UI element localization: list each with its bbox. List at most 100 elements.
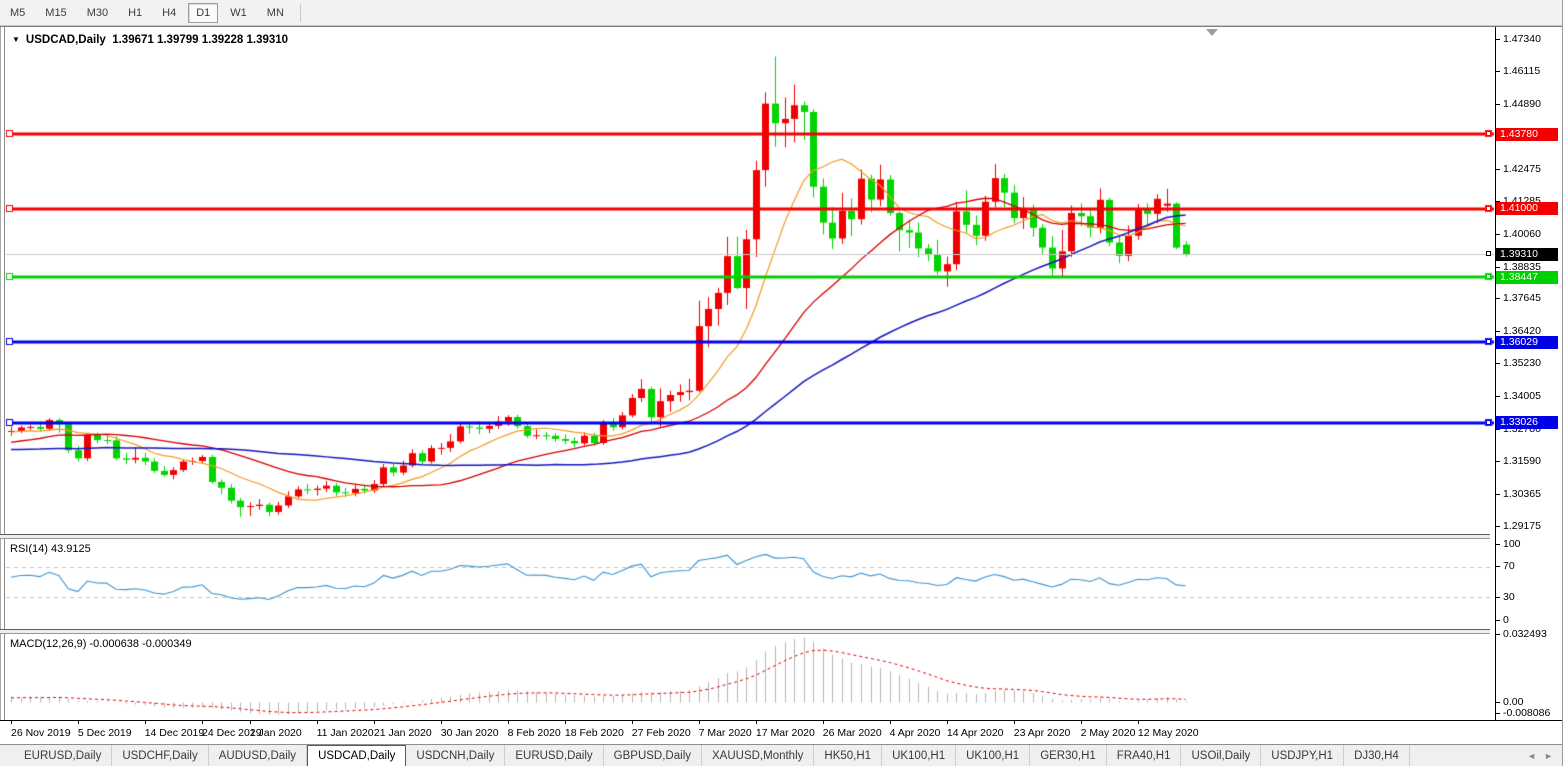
price-axis-tickmark <box>1496 363 1500 365</box>
chart-tab-bar: EURUSD,Daily USDCHF,Daily AUDUSD,Daily USDC… <box>0 744 1562 766</box>
price-axis-tick: 1.34005 <box>1503 390 1541 402</box>
tab-scroll-right-icon[interactable]: ► <box>1544 750 1553 761</box>
macd-indicator-label: MACD(12,26,9) -0.000638 -0.000349 <box>10 638 192 650</box>
rsi-axis-tick: 0 <box>1503 613 1509 626</box>
timeframe-button-m30[interactable]: M30 <box>86 6 109 19</box>
chart-tab-eurusd-daily[interactable]: EURUSD,Daily <box>14 745 113 766</box>
window-left-frame <box>0 27 5 744</box>
price-axis-tick: 1.40060 <box>1503 227 1541 240</box>
macd-axis-tick: -0.008086 <box>1503 706 1551 719</box>
date-axis-tick: 17 Mar 2020 <box>755 727 815 739</box>
date-axis-tickmark <box>1013 721 1015 724</box>
chart-tab-uk100-h1[interactable]: UK100,H1 <box>956 745 1031 766</box>
timeframe-toolbar: M5 M15 M30 H1 H4 D1 W1 MN <box>0 0 1562 26</box>
chart-title-symbol: USDCAD,Daily <box>25 34 106 46</box>
price-axis-tickmark <box>1496 493 1500 495</box>
price-axis-tickmark <box>1496 168 1500 170</box>
pane-separator-macd[interactable] <box>0 629 1490 634</box>
chart-tab-hk50-h1[interactable]: HK50,H1 <box>814 745 883 766</box>
rsi-axis-tickmark <box>1496 543 1500 545</box>
chart-canvas[interactable] <box>5 27 1495 720</box>
chart-tab-audusd-daily[interactable]: AUDUSD,Daily <box>209 745 308 766</box>
timeframe-button-h4[interactable]: H4 <box>162 6 177 19</box>
pane-separator-rsi[interactable] <box>0 534 1490 539</box>
price-axis-tickmark <box>1496 233 1500 235</box>
hline-end-marker <box>1486 274 1491 280</box>
timeframe-button-h1[interactable]: H1 <box>128 6 143 19</box>
date-axis[interactable]: 26 Nov 2019 5 Dec 2019 14 Dec 2019 24 Dec 2… <box>0 720 1562 744</box>
date-axis-tickmark <box>77 721 79 724</box>
date-axis-tick: 8 Feb 2020 <box>507 727 561 739</box>
chart-tab-usdcad-daily[interactable]: USDCAD,Daily <box>307 745 407 766</box>
date-axis-tick: 23 Apr 2020 <box>1013 727 1071 739</box>
date-axis-tick: 26 Mar 2020 <box>822 727 882 739</box>
date-axis-tickmark <box>631 721 633 724</box>
hline-end-marker <box>1486 251 1491 257</box>
price-axis-tickmark <box>1496 104 1500 106</box>
date-axis-tickmark <box>946 721 948 724</box>
date-axis-tick: 21 Jan 2020 <box>373 727 432 739</box>
price-axis-tickmark <box>1496 266 1500 268</box>
chart-tab-usdjpy-h1[interactable]: USDJPY,H1 <box>1261 745 1345 766</box>
date-axis-tickmark <box>144 721 146 724</box>
date-axis-tick: 27 Feb 2020 <box>631 727 691 739</box>
toolbar-separator <box>299 3 301 22</box>
price-axis-tickmark <box>1496 460 1500 462</box>
chart-area: ▼ USDCAD,Daily 1.39671 1.39799 1.39228 1.… <box>0 26 1562 744</box>
chart-shift-marker-icon[interactable] <box>1206 29 1218 36</box>
price-axis-tick: 1.47340 <box>1503 32 1541 45</box>
price-axis-tickmark <box>1496 396 1500 397</box>
date-axis-tick: 24 Dec 2019 <box>202 727 262 739</box>
price-tag: 1.38447 <box>1486 270 1558 284</box>
chart-tab-uk100-h1[interactable]: UK100,H1 <box>882 745 957 766</box>
date-axis-tick: 30 Jan 2020 <box>440 727 499 739</box>
price-tag: 1.36029 <box>1486 335 1558 349</box>
price-axis-tickmark <box>1496 525 1500 527</box>
date-axis-tick: 7 Mar 2020 <box>698 727 752 739</box>
price-axis-tickmark <box>1496 298 1500 300</box>
date-axis-tick: 11 Jan 2020 <box>316 727 374 739</box>
price-axis-tickmark <box>1496 428 1500 430</box>
price-tag: 1.41000 <box>1486 202 1558 216</box>
chart-tab-dj30-h4[interactable]: DJ30,H4 <box>1344 745 1410 766</box>
date-axis-tick: 14 Dec 2019 <box>144 727 205 739</box>
rsi-axis-tickmark <box>1496 619 1500 621</box>
date-axis-tickmark <box>316 721 318 724</box>
chart-tab-xauusd-monthly[interactable]: XAUUSD,Monthly <box>702 745 815 766</box>
chart-title-marker-icon: ▼ <box>12 35 20 44</box>
chart-tab-ger30-h1[interactable]: GER30,H1 <box>1030 745 1107 766</box>
date-axis-tick: 26 Nov 2019 <box>11 727 71 739</box>
hline-end-marker <box>1486 205 1491 211</box>
chart-tab-usdchf-daily[interactable]: USDCHF,Daily <box>112 745 209 766</box>
price-axis[interactable]: 1.47340 1.46115 1.44890 1.42475 1.41285 1.400… <box>1486 27 1562 721</box>
price-axis-tickmark <box>1496 38 1500 40</box>
date-axis-tick: 14 Apr 2020 <box>946 727 1004 739</box>
date-axis-tickmark <box>1080 721 1082 724</box>
date-axis-tickmark <box>373 721 375 724</box>
macd-axis-tick: 0.032493 <box>1503 628 1547 641</box>
price-axis-tickmark <box>1496 331 1500 333</box>
chart-tab-eurusd-daily[interactable]: EURUSD,Daily <box>505 745 604 766</box>
timeframe-button-mn[interactable]: MN <box>266 6 284 19</box>
date-axis-tickmark <box>202 721 203 724</box>
chart-tab-gbpusd-daily[interactable]: GBPUSD,Daily <box>604 745 702 766</box>
tab-scroll-left-icon[interactable]: ◄ <box>1527 750 1537 761</box>
chart-tab-usoil-daily[interactable]: USOil,Daily <box>1181 745 1262 766</box>
hline-end-marker <box>1486 339 1491 345</box>
date-axis-tickmark <box>564 721 566 724</box>
timeframe-button-m5[interactable]: M5 <box>10 6 26 19</box>
chart-tab-usdcnh-daily[interactable]: USDCNH,Daily <box>406 745 506 766</box>
chart-tab-fra40-h1[interactable]: FRA40,H1 <box>1107 745 1182 766</box>
date-axis-tickmark <box>698 721 700 724</box>
rsi-axis-tick: 30 <box>1503 590 1515 603</box>
timeframe-button-d1[interactable]: D1 <box>188 2 219 23</box>
date-axis-tickmark <box>889 721 891 724</box>
date-axis-tick: 4 Apr 2020 <box>889 727 941 739</box>
price-axis-tick: 1.38835 <box>1503 260 1541 273</box>
price-tag: 1.39310 <box>1486 247 1558 261</box>
timeframe-button-m15[interactable]: M15 <box>45 6 67 19</box>
timeframe-button-w1[interactable]: W1 <box>230 6 247 19</box>
price-axis-tick: 1.31590 <box>1503 454 1541 467</box>
rsi-axis-tick: 100 <box>1503 537 1521 550</box>
